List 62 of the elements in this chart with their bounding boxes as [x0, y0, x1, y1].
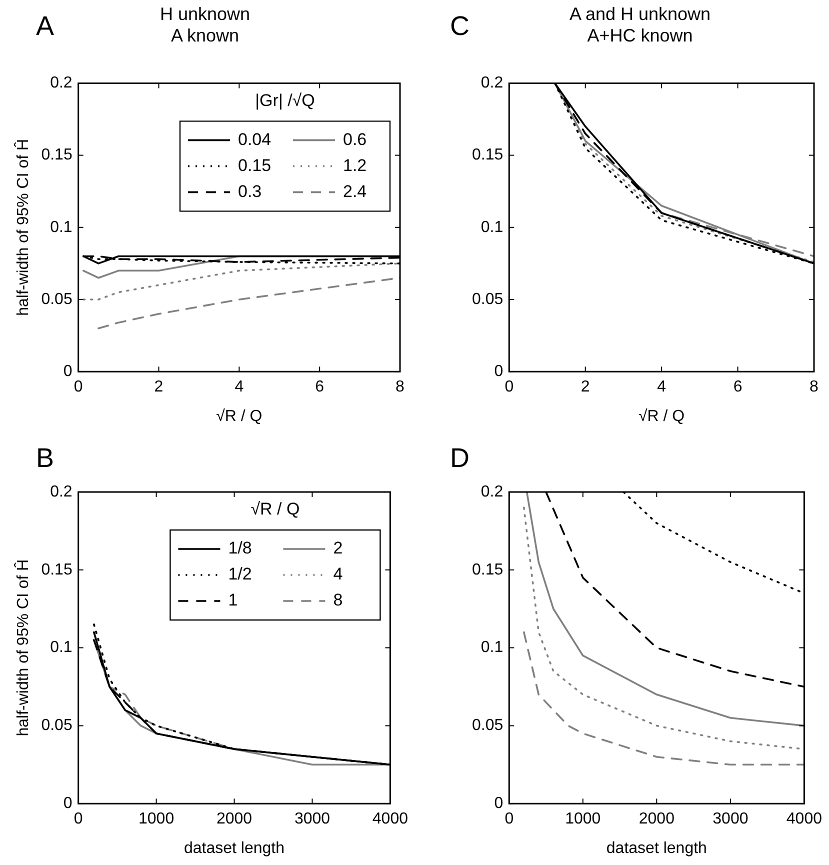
legend-label: 0.6: [343, 130, 367, 149]
x-tick-label: 1000: [565, 810, 601, 828]
y-tick-label: 0.05: [41, 290, 72, 308]
y-tick-label: 0.1: [480, 639, 504, 656]
legend-label: 2.4: [343, 182, 367, 201]
text: B: [36, 442, 54, 473]
y-tick-label: 0.15: [472, 146, 504, 164]
x-tick-label: 2000: [638, 810, 675, 828]
x-axis-title: dataset length: [606, 840, 707, 857]
chart-title: H unknown A known: [160, 4, 250, 46]
x-tick-label: 4: [657, 378, 666, 396]
y-tick-label: 0.2: [480, 74, 504, 92]
x-tick-label: 2: [154, 378, 164, 396]
y-tick-label: 0: [494, 363, 504, 380]
text: D: [450, 442, 470, 473]
y-tick-label: 0.1: [50, 218, 72, 236]
y-tick-label: 0.1: [50, 639, 72, 656]
y-tick-label: 0.05: [472, 717, 504, 734]
x-tick-label: 4000: [372, 810, 408, 828]
y-tick-label: 0.2: [480, 483, 504, 500]
y-tick-label: 0: [63, 363, 72, 380]
y-tick-label: 0.15: [41, 146, 72, 164]
x-tick-label: 6: [733, 378, 742, 396]
y-tick-label: 0: [494, 795, 504, 812]
x-tick-label: 3000: [294, 810, 330, 828]
y-tick-label: 0.15: [41, 561, 72, 578]
legend-label: 4: [333, 564, 343, 584]
y-tick-label: 0.05: [41, 717, 72, 734]
x-axis-title: √R / Q: [638, 408, 685, 425]
text: C: [450, 10, 470, 41]
legend-label: 8: [333, 590, 343, 610]
x-tick-label: 1000: [138, 810, 174, 828]
legend-label: 0.3: [238, 182, 262, 201]
x-tick-label: 4000: [786, 810, 822, 828]
y-axis-title: half-width of 95% CI of Ĥ: [14, 559, 32, 736]
chart-title: A and H unknown A+HC known: [569, 4, 711, 46]
x-tick-label: 2000: [216, 810, 252, 828]
y-axis-title: half-width of 95% CI of Ĥ: [14, 138, 32, 316]
y-tick-label: 0.05: [472, 290, 504, 308]
legend-label: 0.15: [238, 156, 272, 175]
x-axis-title: √R / Q: [216, 408, 262, 425]
x-tick-label: 8: [810, 378, 819, 396]
y-tick-label: 0.1: [480, 218, 504, 236]
legend-label: 2: [333, 538, 343, 558]
legend-label: 1/2: [228, 564, 252, 584]
x-tick-label: 3000: [712, 810, 748, 828]
y-tick-label: 0.2: [50, 483, 72, 500]
text: A: [36, 10, 54, 41]
x-tick-label: 8: [396, 378, 405, 396]
x-tick-label: 4: [234, 378, 244, 396]
legend-title: |Gr| /√Q: [255, 90, 315, 110]
legend-label: 0.04: [238, 130, 272, 149]
legend-label: 1/8: [228, 538, 252, 558]
x-axis-title: dataset length: [184, 840, 285, 857]
legend-label: 1.2: [343, 156, 367, 175]
y-tick-label: 0.15: [472, 561, 504, 578]
x-tick-label: 2: [580, 378, 590, 396]
x-tick-label: 6: [315, 378, 324, 396]
legend-label: 1: [228, 590, 238, 610]
y-tick-label: 0.2: [50, 74, 72, 92]
y-tick-label: 0: [63, 795, 72, 812]
legend-title: √R / Q: [250, 500, 300, 519]
